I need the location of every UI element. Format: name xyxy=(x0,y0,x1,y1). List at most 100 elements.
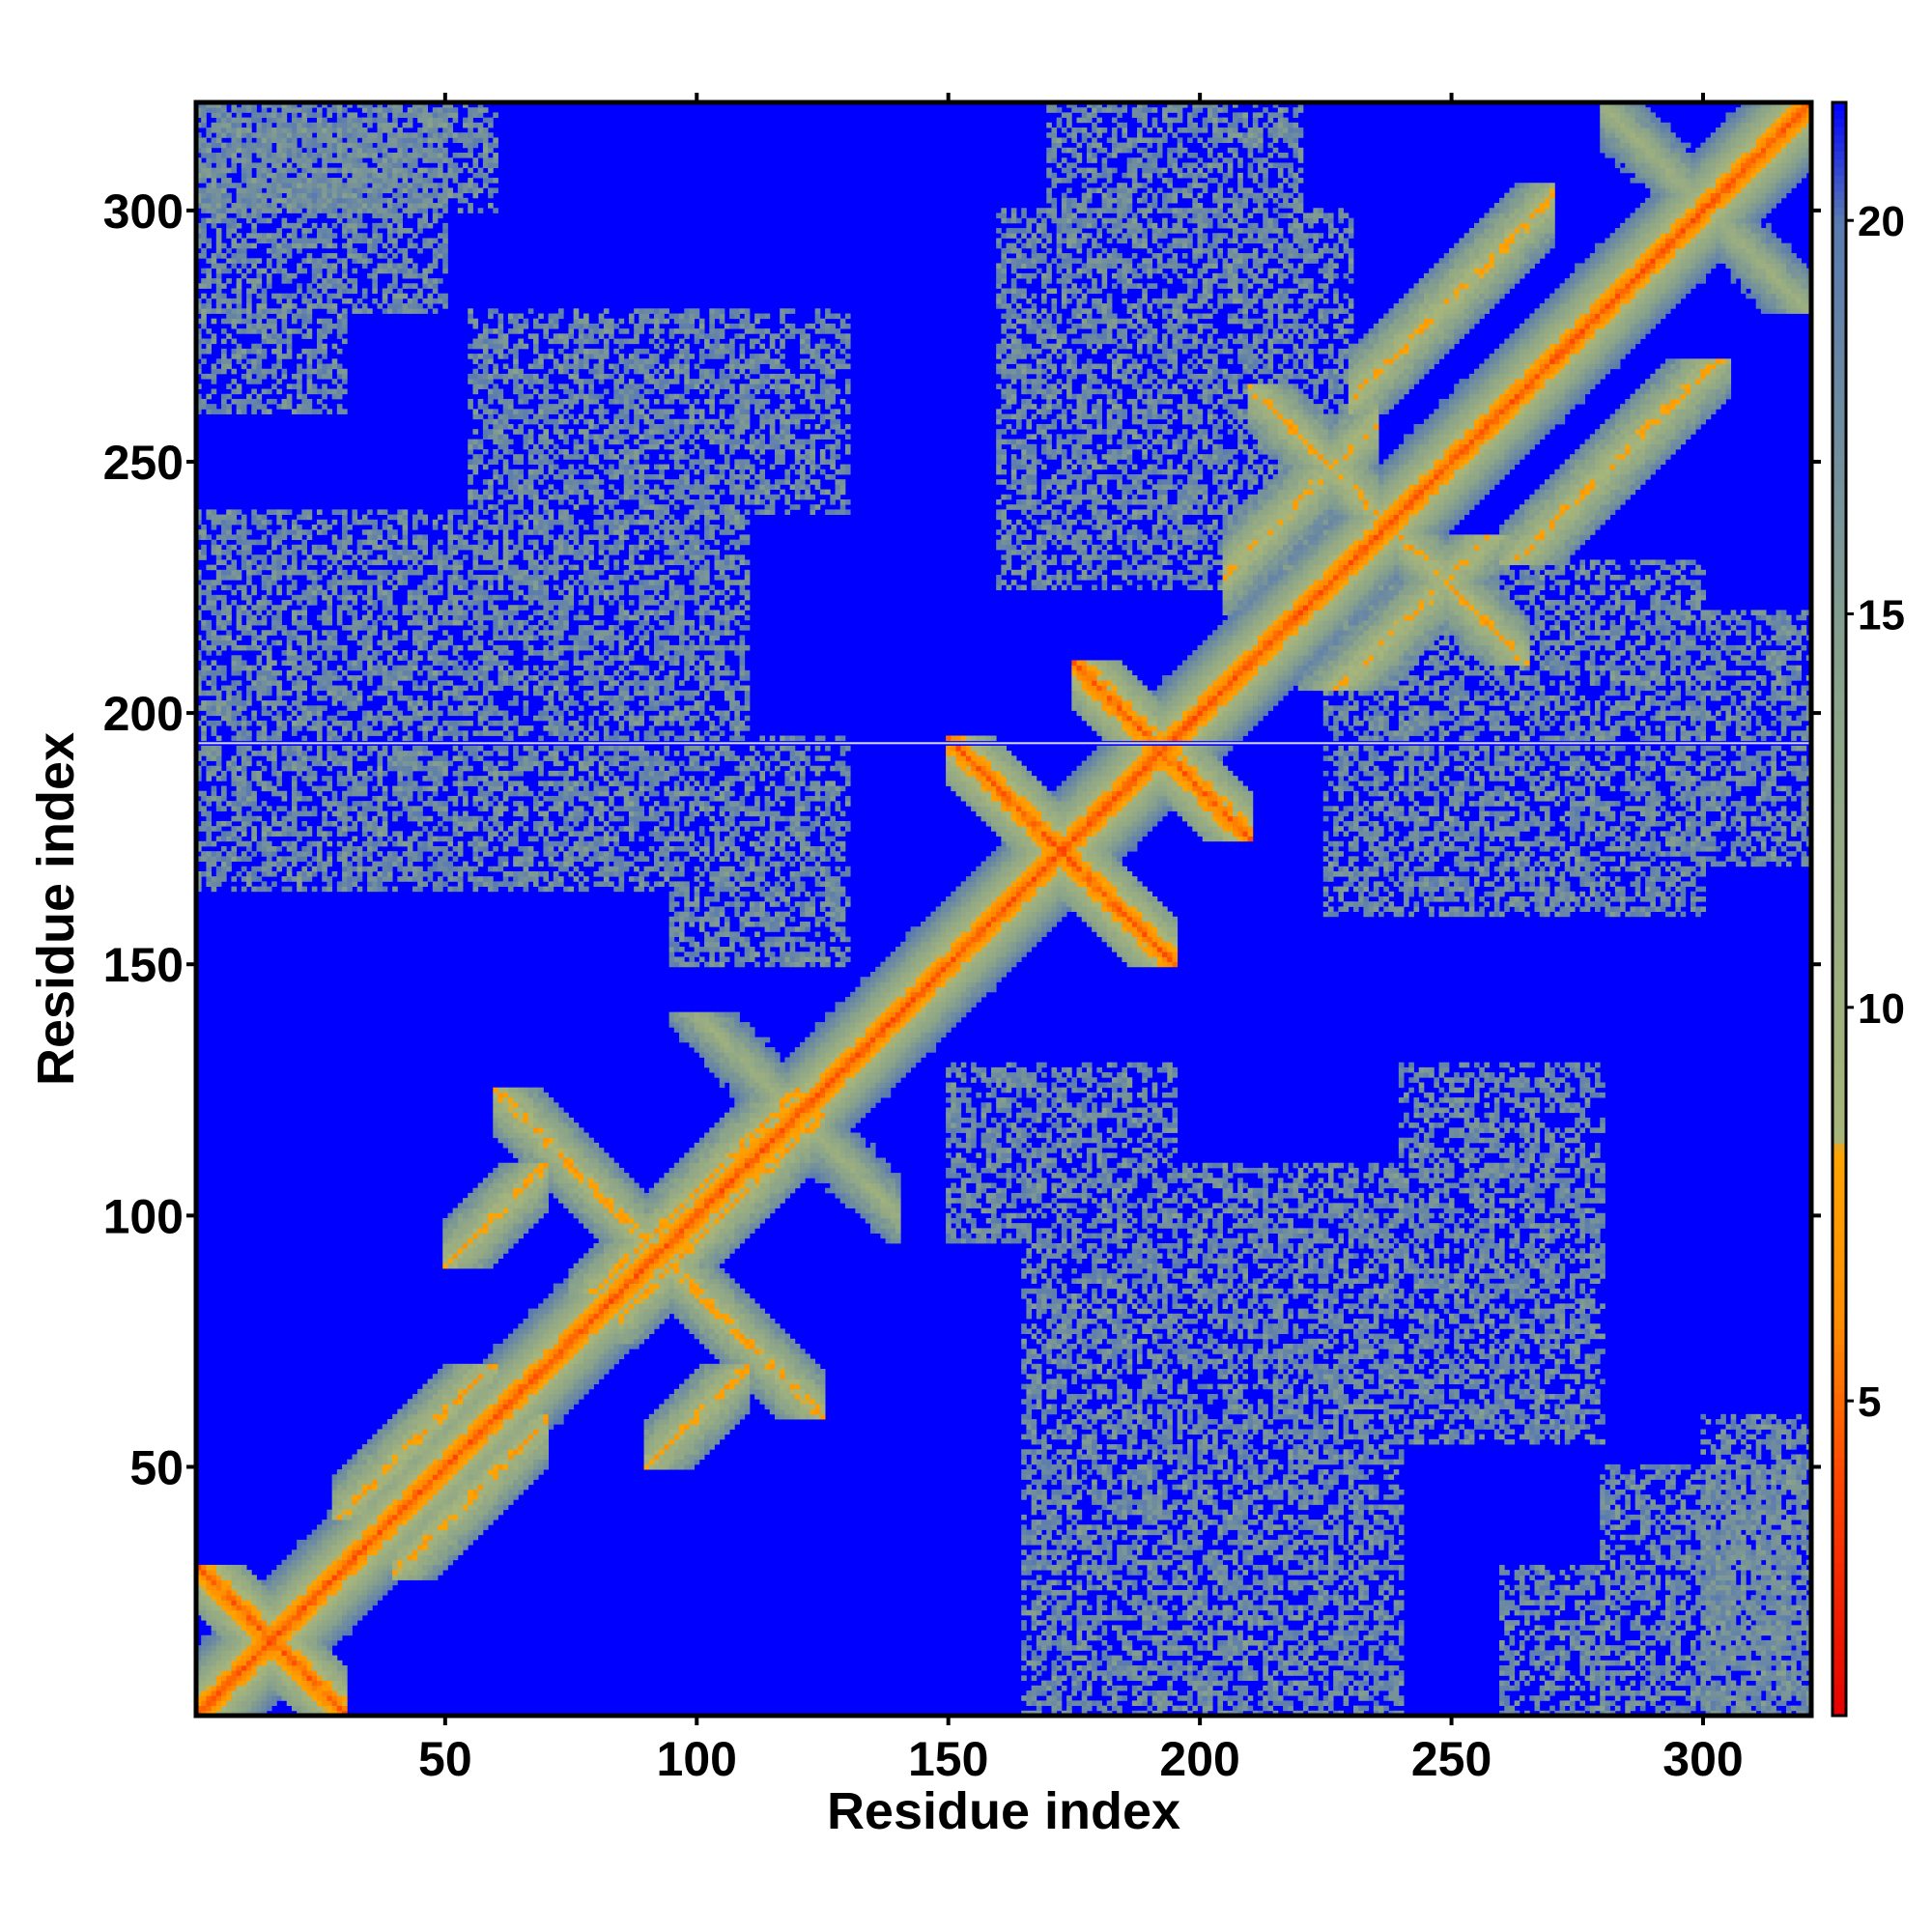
heatmap-cell xyxy=(237,1565,242,1571)
heatmap-cell xyxy=(212,1600,217,1605)
heatmap-cell xyxy=(231,243,237,249)
heatmap-cell xyxy=(226,615,232,621)
heatmap-cell xyxy=(216,308,222,314)
heatmap-cell xyxy=(212,786,217,792)
heatmap-cell xyxy=(206,128,212,133)
heatmap-cell xyxy=(242,328,247,334)
heatmap-cell xyxy=(216,1580,222,1586)
heatmap-cell xyxy=(231,183,237,188)
heatmap-cell xyxy=(226,640,232,646)
heatmap-cell xyxy=(216,559,222,565)
heatmap-cell xyxy=(231,148,237,154)
heatmap-cell xyxy=(216,253,222,259)
heatmap-cell xyxy=(221,640,227,646)
heatmap-cell xyxy=(201,1570,207,1576)
heatmap-cell xyxy=(216,1645,222,1651)
heatmap-cell xyxy=(212,766,217,772)
heatmap-cell xyxy=(226,409,232,414)
heatmap-cell xyxy=(212,308,217,314)
heatmap-cell xyxy=(237,670,242,676)
heatmap-cell xyxy=(231,123,237,128)
heatmap-cell xyxy=(221,584,227,590)
heatmap-cell xyxy=(242,399,247,405)
heatmap-cell xyxy=(212,675,217,681)
heatmap-cell xyxy=(237,776,242,781)
heatmap-cell xyxy=(226,223,232,229)
heatmap-cell xyxy=(201,283,207,289)
heatmap-cell xyxy=(242,1595,247,1601)
heatmap-cell xyxy=(221,203,227,209)
heatmap-cell xyxy=(237,1665,242,1671)
heatmap-cell xyxy=(221,193,227,199)
heatmap-cell xyxy=(206,605,212,611)
heatmap-cell xyxy=(201,751,207,756)
heatmap-cell xyxy=(212,796,217,802)
heatmap-cell xyxy=(237,269,242,274)
heatmap-cell xyxy=(201,1565,207,1571)
heatmap-cell xyxy=(242,213,247,218)
heatmap-cell xyxy=(226,705,232,711)
heatmap-cell xyxy=(242,1610,247,1616)
heatmap-cell xyxy=(212,253,217,259)
heatmap-cell xyxy=(216,837,222,842)
heatmap-cell xyxy=(201,620,207,626)
heatmap-cell xyxy=(242,374,247,380)
heatmap-cell xyxy=(212,1595,217,1601)
heatmap-cell xyxy=(212,153,217,158)
heatmap-cell xyxy=(201,233,207,239)
heatmap-cell xyxy=(226,112,232,118)
heatmap-cell xyxy=(221,605,227,611)
heatmap-cell xyxy=(216,575,222,581)
heatmap-cell xyxy=(226,233,232,239)
heatmap-cell xyxy=(231,223,237,229)
heatmap-cell xyxy=(212,1675,217,1681)
heatmap-cell xyxy=(237,187,242,193)
heatmap-cell xyxy=(231,1615,237,1621)
heatmap-cell xyxy=(212,218,217,224)
heatmap-cell xyxy=(231,1625,237,1631)
heatmap-cell xyxy=(237,1675,242,1681)
heatmap-cell xyxy=(201,1645,207,1651)
heatmap-cell xyxy=(206,565,212,571)
heatmap-cell xyxy=(201,187,207,193)
heatmap-cell xyxy=(231,1635,237,1641)
heatmap-cell xyxy=(242,364,247,370)
heatmap-cell xyxy=(242,1631,247,1636)
heatmap-cell xyxy=(216,851,222,857)
heatmap-cell xyxy=(237,294,242,299)
heatmap-cell xyxy=(226,269,232,274)
heatmap-cell xyxy=(237,1595,242,1601)
heatmap-cell xyxy=(242,1695,247,1701)
heatmap-cell xyxy=(206,705,212,711)
heatmap-cell xyxy=(226,168,232,174)
heatmap-cell xyxy=(221,862,227,867)
heatmap-cell xyxy=(226,358,232,364)
heatmap-cell xyxy=(206,1595,212,1601)
heatmap-cell xyxy=(206,168,212,174)
heatmap-cell xyxy=(226,1595,232,1601)
heatmap-plot xyxy=(196,102,1811,1716)
heatmap-cell xyxy=(206,590,212,596)
heatmap-cell xyxy=(242,645,247,651)
heatmap-cell xyxy=(212,374,217,380)
heatmap-cell xyxy=(231,831,237,837)
heatmap-cell xyxy=(212,685,217,691)
heatmap-cell xyxy=(226,1600,232,1605)
heatmap-cell xyxy=(221,796,227,802)
heatmap-cell xyxy=(201,137,207,143)
heatmap-cell xyxy=(242,887,247,893)
heatmap-cell xyxy=(221,520,227,526)
heatmap-cell xyxy=(206,776,212,781)
heatmap-cell xyxy=(221,1656,227,1662)
heatmap-cell xyxy=(221,1575,227,1580)
heatmap-cell xyxy=(212,645,217,651)
heatmap-cell xyxy=(216,545,222,551)
heatmap-cell xyxy=(242,248,247,254)
heatmap-cell xyxy=(221,856,227,862)
heatmap-cell xyxy=(237,711,242,717)
heatmap-cell xyxy=(226,1620,232,1626)
heatmap-cell xyxy=(216,1631,222,1636)
heatmap-cell xyxy=(221,1570,227,1576)
heatmap-cell xyxy=(212,856,217,862)
heatmap-cell xyxy=(216,137,222,143)
